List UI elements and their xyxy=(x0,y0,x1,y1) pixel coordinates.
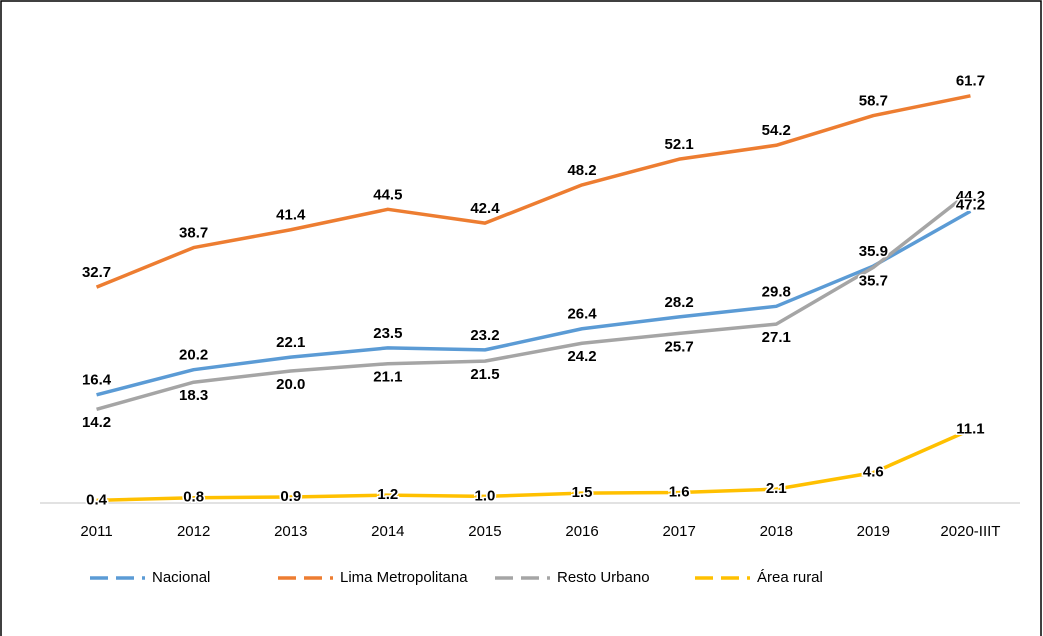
data-label: 25.7 xyxy=(665,338,694,355)
x-tick-label: 2018 xyxy=(760,523,793,540)
data-label: 0.4 xyxy=(86,491,108,508)
data-label: 1.6 xyxy=(669,483,690,500)
data-label: 20.2 xyxy=(179,347,208,364)
data-label: 35.9 xyxy=(859,243,888,260)
data-label: 23.5 xyxy=(373,325,402,342)
series-line xyxy=(96,428,972,503)
data-label: 21.1 xyxy=(373,369,402,386)
data-label: 32.7 xyxy=(82,264,111,281)
data-label: 20.0 xyxy=(276,376,305,393)
data-label: 0.9 xyxy=(280,488,301,505)
data-label: 21.5 xyxy=(470,366,499,383)
legend-label: Nacional xyxy=(152,569,210,586)
data-label: 54.2 xyxy=(762,122,791,139)
data-label: 52.1 xyxy=(665,136,694,153)
data-label: 4.6 xyxy=(863,464,884,481)
data-label: 61.7 xyxy=(956,73,985,90)
x-tick-label: 2017 xyxy=(662,523,695,540)
legend-label: Resto Urbano xyxy=(557,569,650,586)
data-label: 48.2 xyxy=(567,162,596,179)
data-label: 41.4 xyxy=(276,207,306,224)
data-label: 44.2 xyxy=(956,188,985,205)
data-label: 58.7 xyxy=(859,93,888,110)
data-label: 28.2 xyxy=(665,294,694,311)
legend-label: Lima Metropolitana xyxy=(340,569,468,586)
data-label: 29.8 xyxy=(762,283,791,300)
series-line xyxy=(96,190,972,411)
x-tick-label: 2016 xyxy=(565,523,598,540)
data-label: 42.4 xyxy=(470,200,500,217)
data-label: 35.7 xyxy=(859,272,888,289)
data-label: 1.2 xyxy=(377,486,398,503)
x-tick-label: 2015 xyxy=(468,523,501,540)
legend-label: Área rural xyxy=(757,569,823,586)
x-tick-label: 2013 xyxy=(274,523,307,540)
data-label: 18.3 xyxy=(179,387,208,404)
data-label: 1.0 xyxy=(475,487,496,504)
data-label: 38.7 xyxy=(179,225,208,242)
x-tick-label: 2011 xyxy=(80,523,112,540)
data-label: 27.1 xyxy=(762,329,791,346)
x-tick-label: 2014 xyxy=(371,523,404,540)
data-label: 2.1 xyxy=(766,480,787,497)
data-label: 11.1 xyxy=(956,421,984,438)
data-label: 24.2 xyxy=(567,348,596,365)
data-label: 47.2 xyxy=(956,196,985,213)
data-label: 22.1 xyxy=(276,334,305,351)
data-label: 0.8 xyxy=(183,489,204,506)
data-label: 26.4 xyxy=(567,306,597,323)
data-label: 16.4 xyxy=(82,372,112,389)
data-label: 23.2 xyxy=(470,327,499,344)
data-label: 44.5 xyxy=(373,186,402,203)
series-line xyxy=(95,94,971,289)
series-line xyxy=(96,209,972,397)
x-tick-label: 2019 xyxy=(857,523,890,540)
x-tick-label: 2020-IIIT xyxy=(940,523,1000,540)
x-tick-label: 2012 xyxy=(177,523,210,540)
data-label: 14.2 xyxy=(82,414,111,431)
data-label: 1.5 xyxy=(572,484,593,501)
